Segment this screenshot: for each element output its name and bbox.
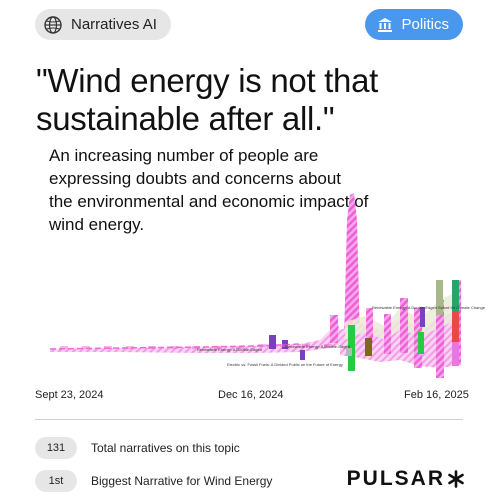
stat-label: Biggest Narrative for Wind Energy [91, 474, 273, 488]
stream-tick [214, 346, 222, 349]
stream-bar-olive-dark [365, 338, 372, 356]
stream-bar-purple [300, 350, 305, 360]
stream-bar-purple [269, 335, 276, 349]
narrative-description: An increasing number of people are expre… [49, 146, 369, 234]
stream-tick [302, 344, 310, 347]
chart-annotation: Renewable Energy: A Double-Edged Sword f… [372, 305, 486, 310]
institution-icon [377, 17, 393, 33]
stat-biggest-narrative: 1st Biggest Narrative for Wind Energy [35, 470, 272, 492]
stream-bar-pink [384, 314, 391, 354]
narratives-ai-label: Narratives AI [71, 16, 157, 33]
stat-value-badge: 1st [35, 470, 77, 492]
globe-icon [43, 15, 63, 35]
stream-tick [60, 346, 68, 349]
stream-tick [192, 346, 200, 349]
timeline-end-date: Feb 16, 2025 [404, 389, 469, 401]
stream-bar-pink [436, 300, 444, 378]
stream-tick [236, 346, 244, 349]
stream-bar-pinkbottom [452, 342, 459, 366]
stat-value-badge: 131 [35, 437, 77, 459]
narrative-stream-chart: Renewable Energy: A Double-Edged Sword f… [49, 193, 486, 378]
timeline-start-date: Sept 23, 2024 [35, 389, 104, 401]
stream-bar-red [452, 312, 459, 342]
stat-label: Total narratives on this topic [91, 441, 240, 455]
stream-bar-olive [436, 280, 443, 315]
stream-tick [104, 346, 112, 349]
stream-bar-pink [366, 308, 373, 343]
stream-spike [344, 193, 360, 340]
stream-tick [170, 346, 178, 349]
narratives-ai-badge[interactable]: Narratives AI [35, 9, 171, 40]
stream-bar-teal [452, 280, 459, 312]
stream-tick [148, 346, 156, 349]
topic-label: Politics [401, 16, 449, 33]
stream-tick [126, 346, 134, 349]
stream-tick [258, 344, 266, 347]
stream-baseline [50, 318, 345, 353]
stream-tick [280, 344, 288, 347]
asterisk-icon [448, 470, 464, 488]
chart-annotation: Renewable Energy: A Double-Edged [285, 344, 350, 349]
timeline-mid-date: Dec 16, 2024 [218, 389, 284, 401]
stream-tick [324, 344, 332, 347]
narrative-quote: "Wind energy is not that sustainable aft… [36, 62, 379, 137]
stream-bar-purple [420, 307, 425, 327]
stream-bar-pink [330, 315, 338, 343]
chart-annotation: Renewable Energy: A Double-Edged [197, 347, 262, 352]
stat-total-narratives: 131 Total narratives on this topic [35, 437, 240, 459]
stream-bar-pink [400, 298, 408, 353]
pulsar-logo: PULSAR [347, 467, 465, 491]
topic-badge[interactable]: Politics [365, 9, 463, 40]
pulsar-wordmark: PULSAR [346, 467, 445, 490]
stream-bar-green [418, 332, 424, 354]
stream-bar-gray [346, 348, 352, 356]
stream-tick [82, 346, 90, 349]
divider [35, 419, 463, 420]
chart-annotation: Electric vs. Fossil Fuels: A Divided Pub… [227, 362, 343, 367]
